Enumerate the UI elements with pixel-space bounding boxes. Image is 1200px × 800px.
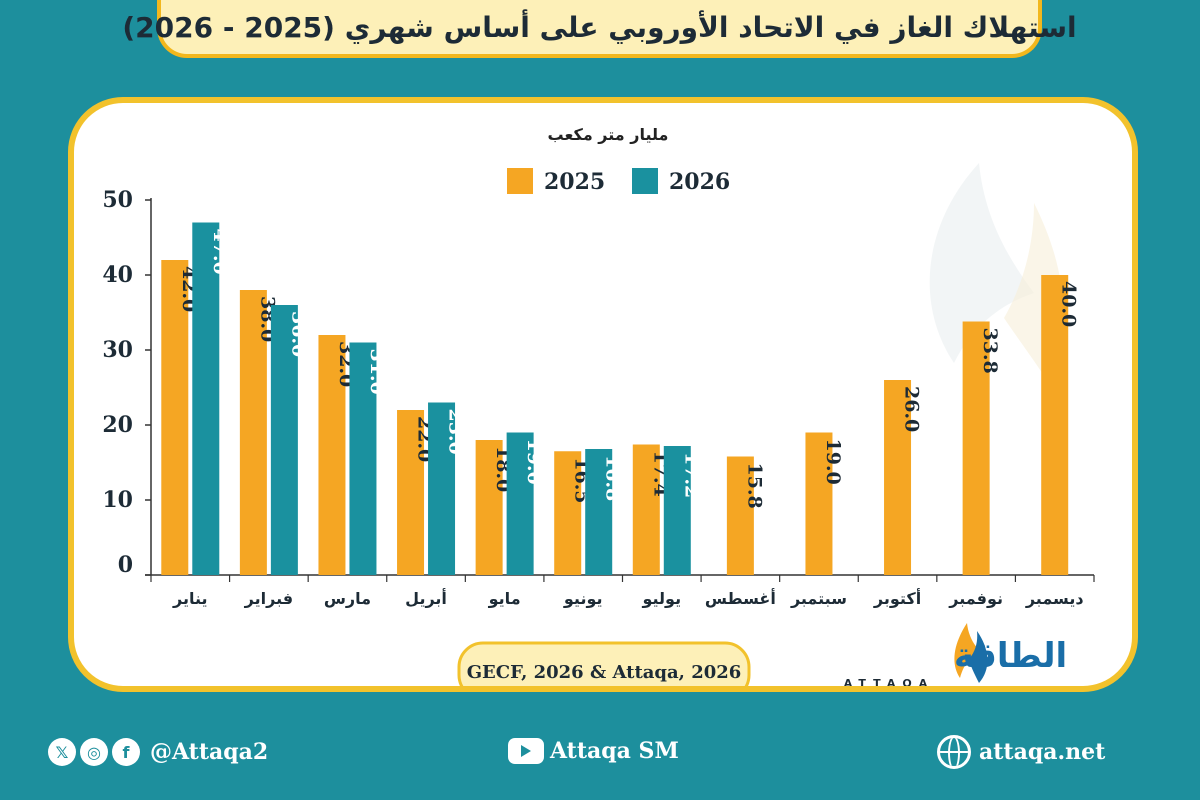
source-text: GECF, 2026 & Attaqa, 2026 <box>467 662 742 683</box>
bar-2026 <box>585 449 613 575</box>
x-tick-label: يونيو <box>563 589 603 608</box>
x-tick-label: أبريل <box>405 588 447 608</box>
bar-2026 <box>663 446 691 575</box>
x-tick-label: يناير <box>172 589 208 608</box>
y-tick-label: 20 <box>102 412 133 438</box>
globe-icon <box>937 735 971 769</box>
bar-value-label: 17.2 <box>680 452 702 498</box>
x-tick-label: مارس <box>324 589 371 608</box>
x-tick-label: نوفمبر <box>948 589 1003 608</box>
legend: 2025 2026 <box>507 168 730 195</box>
x-icon[interactable]: 𝕏 <box>48 738 76 766</box>
y-tick-label: 0 <box>118 552 133 578</box>
source-box: GECF, 2026 & Attaqa, 2026 <box>457 641 751 686</box>
y-tick-label: 50 <box>102 187 133 213</box>
title-banner: استهلاك الغاز في الاتحاد الأوروبي على أس… <box>122 0 1077 58</box>
bar-2025 <box>318 335 346 575</box>
x-tick-label: يوليو <box>641 589 681 608</box>
facebook-icon[interactable]: f <box>112 738 140 766</box>
bar-2025 <box>1041 275 1069 575</box>
bar-2025 <box>962 321 990 575</box>
bar-value-label: 47.0 <box>209 229 231 275</box>
attaqa-logo: الطاقة ATTAQA <box>844 623 1067 686</box>
footer: 𝕏 ◎ f @Attaqa2 Attaqa SM attaqa.net <box>0 720 1200 800</box>
legend-label-2026: 2026 <box>669 169 730 195</box>
bar-2026 <box>270 305 298 575</box>
bar-value-label: 19.0 <box>822 439 844 485</box>
y-tick-label: 40 <box>102 262 133 288</box>
y-tick-label: 30 <box>102 337 133 363</box>
logo-arabic: الطاقة <box>954 636 1067 676</box>
chart-title: استهلاك الغاز في الاتحاد الأوروبي على أس… <box>122 10 1077 44</box>
youtube-icon <box>508 738 544 764</box>
bar-2025 <box>475 440 503 575</box>
website-link[interactable]: attaqa.net <box>937 735 1105 769</box>
watermark-flame <box>929 163 1034 363</box>
bar-value-label: 19.0 <box>523 439 545 485</box>
bar-2025 <box>161 260 189 575</box>
instagram-icon[interactable]: ◎ <box>80 738 108 766</box>
bar-value-label: 33.8 <box>979 328 1001 374</box>
bar-value-label: 40.0 <box>1058 281 1080 327</box>
x-tick-label: مايو <box>488 589 521 608</box>
bar-2025 <box>632 444 660 575</box>
x-tick-label: سبتمبر <box>790 589 847 608</box>
bar-value-label: 15.8 <box>743 463 765 509</box>
bar-2025 <box>397 410 425 575</box>
legend-swatch-2026 <box>632 168 658 194</box>
website-url: attaqa.net <box>979 739 1106 765</box>
x-tick-label: ديسمبر <box>1025 589 1084 608</box>
logo-flame-icon <box>954 623 980 678</box>
legend-swatch-2025 <box>507 168 533 194</box>
bar-2025 <box>239 290 267 575</box>
source-box-bg <box>457 641 751 686</box>
bar-value-label: 31.0 <box>366 349 388 395</box>
x-tick-label: فبراير <box>244 589 293 608</box>
bar-2026 <box>506 432 534 575</box>
bar-value-label: 16.8 <box>602 455 624 501</box>
bar-value-label: 23.0 <box>445 409 467 455</box>
logo-flame-icon-blue <box>969 631 988 683</box>
youtube-channel: Attaqa SM <box>550 738 679 764</box>
y-tick-label: 10 <box>102 487 133 513</box>
x-tick-label: أكتوبر <box>873 588 921 608</box>
social-links: 𝕏 ◎ f @Attaqa2 <box>48 738 268 766</box>
y-axis-label: مليار متر مكعب <box>548 125 669 144</box>
bar-2026 <box>192 222 220 575</box>
bar-2026 <box>428 402 456 575</box>
chart-card: مليار متر مكعب 2025 2026 0 10 20 30 40 50 42.0 4… <box>68 97 1138 692</box>
bar-2025 <box>805 432 833 575</box>
bar-value-label: 36.0 <box>287 311 309 357</box>
bar-value-label: 26.0 <box>901 386 923 432</box>
logo-english: ATTAQA <box>844 677 934 686</box>
youtube-link[interactable]: Attaqa SM <box>508 738 679 764</box>
legend-label-2025: 2025 <box>544 169 605 195</box>
bar-2025 <box>554 451 582 575</box>
bar-2025 <box>884 380 912 575</box>
chart: مليار متر مكعب 2025 2026 0102030405042.04… <box>102 125 1095 686</box>
bar-2025 <box>726 456 754 575</box>
social-handle[interactable]: @Attaqa2 <box>150 739 269 765</box>
x-tick-label: أغسطس <box>705 588 776 608</box>
bar-2026 <box>349 342 377 575</box>
